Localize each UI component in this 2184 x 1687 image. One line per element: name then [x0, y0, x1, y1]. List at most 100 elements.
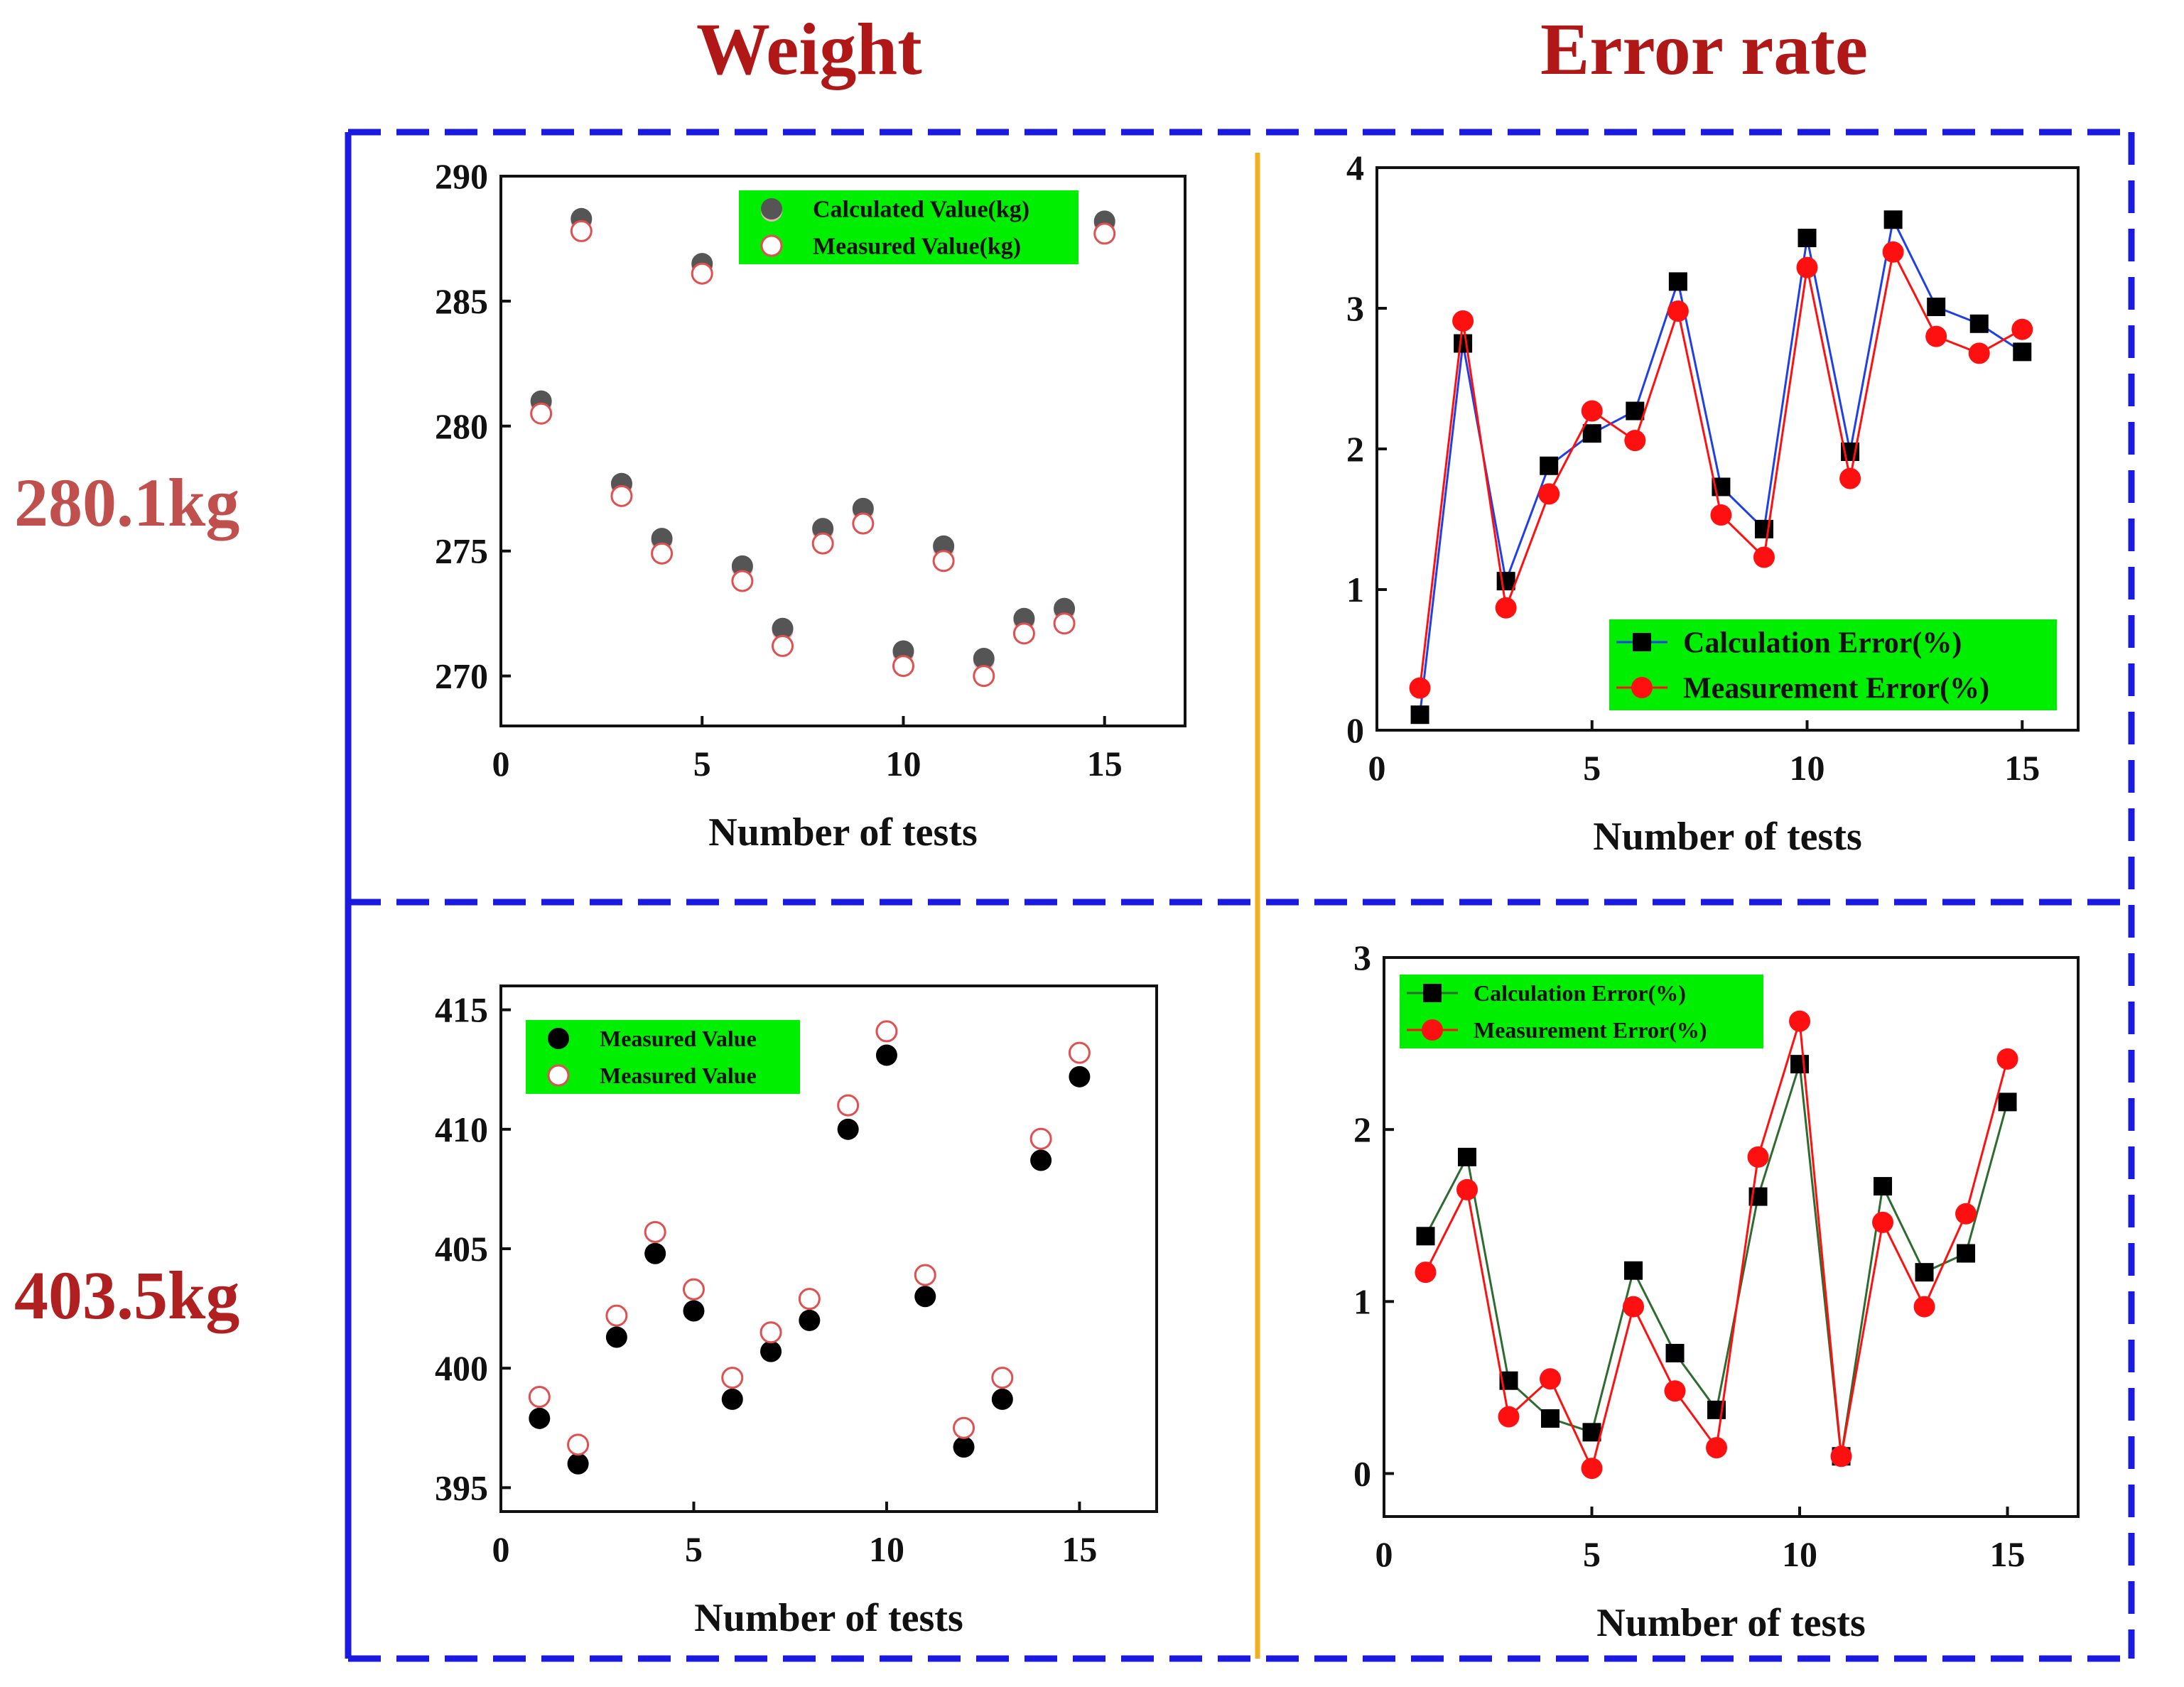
point-s0-6 — [731, 555, 753, 577]
point-s1-2 — [1456, 1178, 1478, 1200]
point-s1-14 — [1029, 1127, 1052, 1150]
y-tick-label-3: 3 — [1353, 938, 1371, 977]
point-s1-7 — [1664, 1380, 1686, 1402]
point-s1-5 — [1581, 1458, 1603, 1480]
point-s1-1 — [1415, 1262, 1437, 1284]
x-tick-label-0: 0 — [1368, 748, 1386, 788]
y-tick-label-1: 1 — [1353, 1281, 1371, 1321]
point-s0-5 — [683, 1300, 705, 1322]
point-s1-12 — [973, 665, 995, 688]
legend: Calculation Error(%) Measurement Error(%) — [1400, 975, 1763, 1048]
legend-label-0: Measured Value — [600, 1026, 757, 1051]
point-s1-7 — [1667, 300, 1689, 322]
point-s0-6 — [1624, 1261, 1643, 1280]
point-s0-7 — [760, 1340, 782, 1362]
point-s0-14 — [1969, 314, 1989, 333]
x-tick-label-0: 0 — [492, 1529, 510, 1569]
legend: Calculation Error(%) Measurement Error(%) — [1609, 619, 2057, 710]
point-s0-15 — [1998, 1092, 2017, 1112]
point-s1-1 — [1409, 677, 1431, 699]
legend-marker-0 — [761, 198, 782, 219]
x-axis-label: Number of tests — [694, 1596, 963, 1640]
point-s1-3 — [610, 484, 633, 507]
y-tick-label-3: 3 — [1346, 288, 1364, 328]
y-tick-label-0: 395 — [435, 1468, 488, 1507]
point-s0-10 — [875, 1044, 897, 1066]
point-s0-4 — [1541, 1409, 1560, 1428]
point-s1-15 — [1996, 1048, 2018, 1070]
x-tick-label-3: 15 — [2004, 748, 2040, 788]
point-s1-6 — [1624, 430, 1646, 452]
y-tick-label-0: 0 — [1353, 1453, 1371, 1493]
y-tick-label-0: 0 — [1346, 710, 1364, 750]
legend-label-1: Measurement Error(%) — [1683, 672, 1989, 705]
y-tick-label-1: 400 — [435, 1348, 488, 1388]
point-s1-15 — [2011, 318, 2033, 340]
point-s0-5 — [1582, 1423, 1601, 1442]
point-s1-10 — [892, 655, 914, 678]
point-s1-10 — [875, 1020, 898, 1043]
point-s1-13 — [991, 1367, 1014, 1389]
plot-area-border — [499, 175, 1186, 727]
point-s1-1 — [530, 402, 553, 425]
point-s1-5 — [691, 262, 713, 285]
point-s1-2 — [567, 1433, 590, 1456]
point-s0-10 — [892, 640, 914, 662]
y-tick-label-4: 4 — [1346, 148, 1364, 188]
point-s0-11 — [933, 535, 955, 557]
y-tick-label-4: 415 — [435, 990, 488, 1030]
legend-marker-0 — [1423, 984, 1442, 1002]
point-s0-6 — [1626, 401, 1645, 421]
point-s1-6 — [721, 1367, 744, 1389]
y-tick-label-1: 1 — [1346, 570, 1364, 609]
point-s0-9 — [837, 1118, 859, 1140]
legend-marker-0 — [548, 1028, 569, 1049]
point-s0-11 — [914, 1286, 936, 1308]
point-s1-1 — [528, 1386, 551, 1409]
point-s1-11 — [914, 1264, 936, 1286]
y-tick-label-0: 270 — [435, 656, 488, 696]
point-s0-5 — [1582, 424, 1601, 443]
point-s0-4 — [1540, 456, 1559, 475]
point-s0-1 — [1416, 1227, 1435, 1246]
point-s0-10 — [1790, 1055, 1810, 1074]
y-tick-label-3: 410 — [435, 1110, 488, 1149]
series-1 — [528, 1020, 1091, 1456]
point-s1-9 — [852, 512, 875, 535]
legend-label-1: Measurement Error(%) — [1474, 1017, 1707, 1043]
legend-label-1: Measured Value(kg) — [813, 234, 1021, 260]
x-tick-label-1: 5 — [1583, 748, 1601, 788]
point-s1-12 — [1872, 1211, 1894, 1233]
point-s0-12 — [973, 648, 995, 670]
x-tick-label-1: 5 — [693, 744, 711, 783]
point-s0-8 — [812, 518, 834, 540]
point-s0-15 — [1069, 1065, 1091, 1087]
x-tick-label-3: 15 — [1990, 1534, 2026, 1574]
point-s1-9 — [837, 1094, 860, 1117]
point-s1-8 — [811, 532, 834, 555]
point-s0-6 — [721, 1388, 743, 1410]
legend-label-0: Calculated Value(kg) — [813, 197, 1029, 223]
column-heading-weight: Weight — [696, 9, 922, 90]
y-tick-label-2: 280 — [435, 406, 488, 446]
point-s0-4 — [651, 528, 673, 550]
point-s1-7 — [772, 634, 794, 657]
point-s1-2 — [1452, 310, 1474, 332]
point-s0-13 — [1927, 298, 1946, 317]
point-s1-11 — [932, 550, 955, 573]
point-s1-9 — [1747, 1146, 1769, 1168]
point-s1-15 — [1068, 1041, 1091, 1064]
series-0 — [1410, 210, 2032, 725]
x-tick-label-3: 15 — [1061, 1529, 1097, 1569]
point-s0-12 — [953, 1436, 975, 1458]
point-s1-14 — [1955, 1203, 1977, 1225]
point-s1-9 — [1753, 546, 1775, 568]
point-s0-12 — [1874, 1177, 1893, 1196]
point-s1-12 — [1882, 241, 1904, 263]
point-s0-4 — [644, 1242, 666, 1264]
point-s1-8 — [1710, 504, 1732, 526]
point-s1-13 — [1913, 1296, 1935, 1318]
x-tick-label-2: 10 — [1790, 748, 1825, 788]
point-s0-14 — [1957, 1244, 1976, 1263]
point-s0-15 — [2013, 342, 2032, 362]
